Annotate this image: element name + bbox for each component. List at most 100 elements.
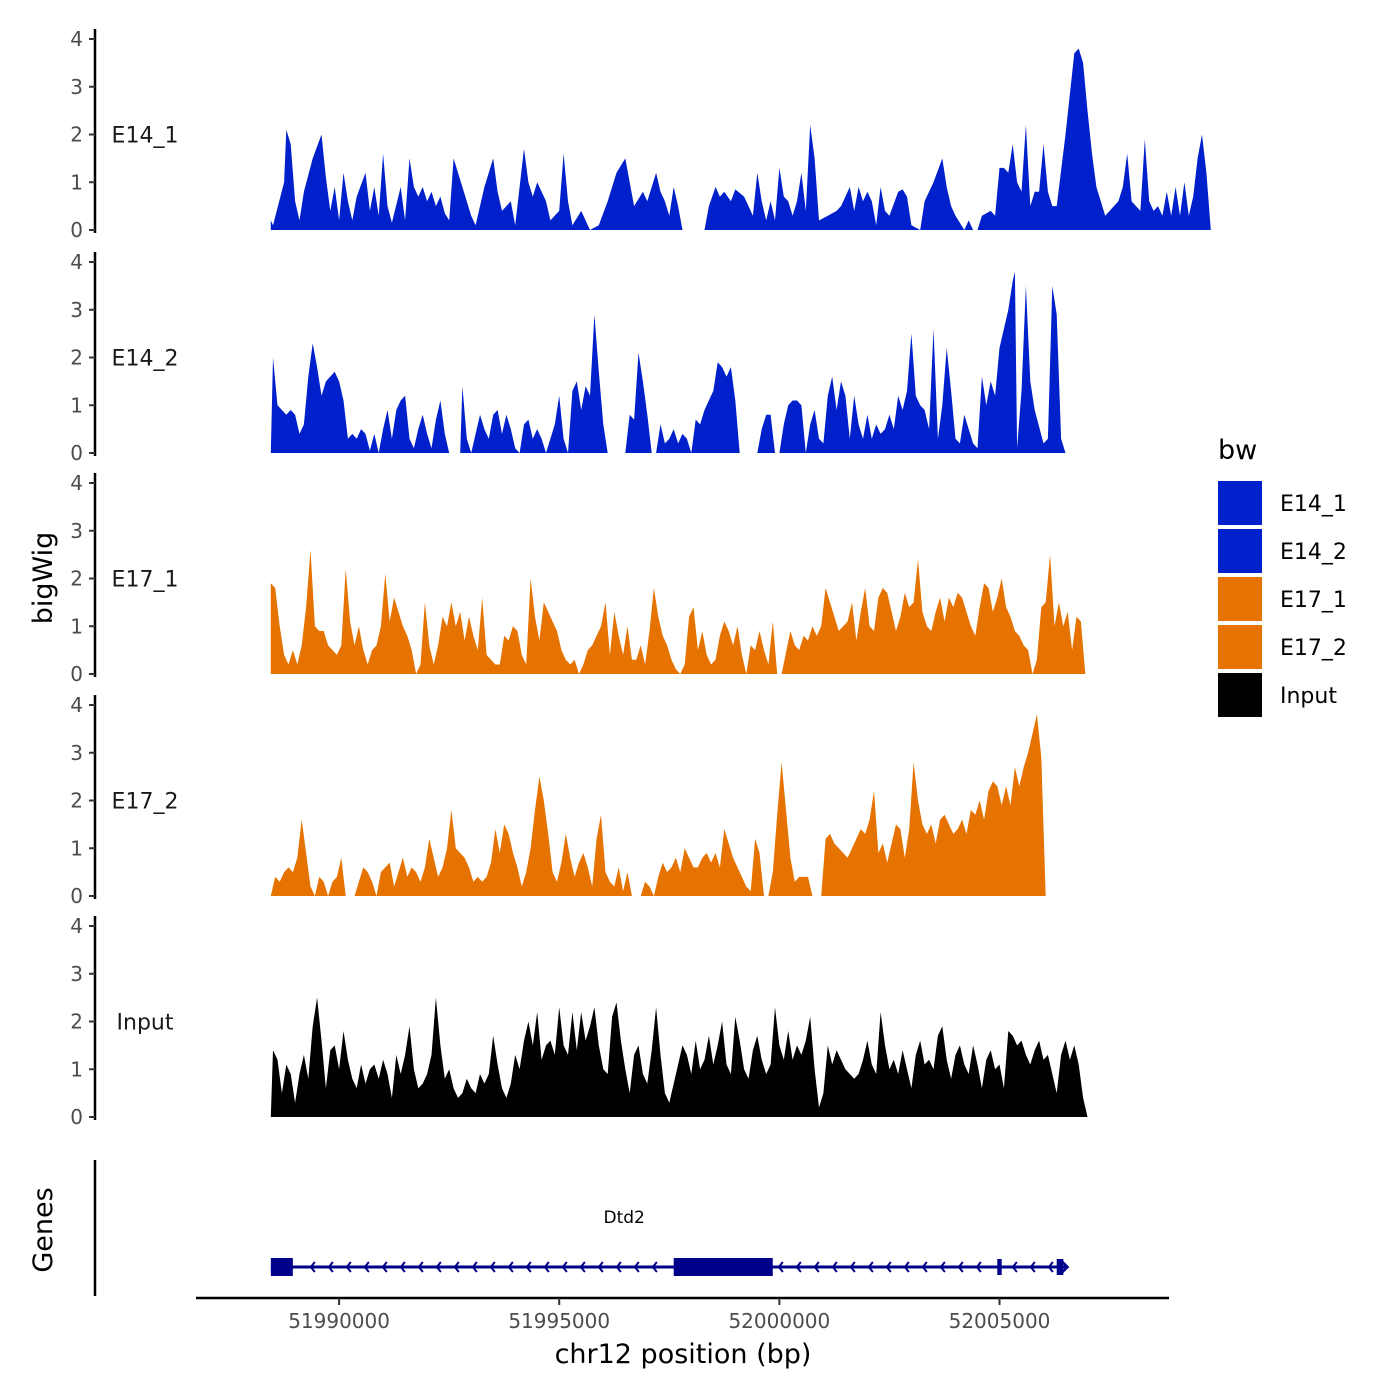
strand-arrow (597, 1261, 604, 1273)
y-tick-label: 1 (70, 614, 83, 638)
strand-arrow (921, 1261, 928, 1273)
legend-swatch-E14_1 (1218, 481, 1262, 525)
strand-arrow (777, 1261, 784, 1273)
y-tick-label: 0 (70, 884, 83, 908)
bigwig-tracks: 0 1 2 3 4 E14_1 0 1 2 3 4 E14_2 0 1 2 3 4 E17_1 0 1 2 3 4 E17_2… (70, 27, 1211, 1129)
track-label: E14_1 (112, 124, 179, 149)
y-tick-label: 2 (70, 1010, 83, 1034)
strand-arrow (453, 1261, 460, 1273)
x-axis: 51990000 51995000 52000000 52005000 (196, 1296, 1169, 1333)
track-E17_1: 0 1 2 3 4 E17_1 (70, 471, 1086, 686)
track-E14_1: 0 1 2 3 4 E14_1 (70, 27, 1211, 242)
strand-arrow (849, 1261, 856, 1273)
legend-swatch-Input (1218, 673, 1262, 717)
x-tick-label: 52000000 (728, 1309, 830, 1333)
y-tick-label: 0 (70, 662, 83, 686)
legend-label: E17_1 (1280, 588, 1347, 613)
strand-arrow (615, 1261, 622, 1273)
y-tick-label: 0 (70, 441, 83, 465)
strand-arrow (471, 1261, 478, 1273)
x-tick-label: 51990000 (288, 1309, 390, 1333)
strand-arrow (579, 1261, 586, 1273)
y-tick-label: 4 (70, 471, 83, 495)
y-tick-label: 2 (70, 123, 83, 147)
strand-arrow (1047, 1261, 1054, 1273)
track-label: E17_1 (112, 568, 179, 593)
legend-swatch-E17_1 (1218, 577, 1262, 621)
y-tick-label: 3 (70, 75, 83, 99)
y-tick-label: 3 (70, 741, 83, 765)
x-axis-title: chr12 position (bp) (555, 1339, 812, 1370)
y-tick-label: 0 (70, 1105, 83, 1129)
signal-area-E14_1 (270, 48, 1211, 230)
strand-arrow (633, 1261, 640, 1273)
legend-title: bw (1218, 435, 1257, 466)
y-axis-title: bigWig (28, 532, 59, 625)
legend-label: E14_1 (1280, 492, 1347, 517)
gene-end-cap (1060, 1260, 1070, 1274)
y-tick-label: 1 (70, 836, 83, 860)
y-tick-label: 1 (70, 393, 83, 417)
strand-arrow (399, 1261, 406, 1273)
y-tick-label: 4 (70, 693, 83, 717)
track-E14_2: 0 1 2 3 4 E14_2 (70, 250, 1066, 465)
legend-swatch-E14_2 (1218, 529, 1262, 573)
strand-arrow (1029, 1261, 1036, 1273)
strand-arrow (831, 1261, 838, 1273)
signal-area-E14_2 (270, 271, 1066, 453)
track-Input: 0 1 2 3 4 Input (70, 914, 1088, 1129)
strand-arrow (345, 1261, 352, 1273)
strand-arrow (939, 1261, 946, 1273)
y-tick-label: 4 (70, 914, 83, 938)
strand-arrow (975, 1261, 982, 1273)
y-tick-label: 3 (70, 962, 83, 986)
y-tick-label: 2 (70, 567, 83, 591)
strand-arrow (795, 1261, 802, 1273)
x-tick-label: 51995000 (508, 1309, 610, 1333)
y-tick-label: 4 (70, 250, 83, 274)
y-tick-label: 2 (70, 789, 83, 813)
gene-exon (1056, 1259, 1064, 1275)
genes-track: Dtd2 (93, 1160, 1070, 1296)
strand-arrow (417, 1261, 424, 1273)
strand-arrow (651, 1261, 658, 1273)
y-tick-label: 4 (70, 27, 83, 51)
signal-area-Input (270, 997, 1088, 1117)
signal-area-E17_2 (270, 714, 1046, 896)
gene-model-Dtd2: Dtd2 (270, 1208, 1070, 1276)
y-tick-label: 3 (70, 519, 83, 543)
legend-swatch-E17_2 (1218, 625, 1262, 669)
strand-arrow (435, 1261, 442, 1273)
genes-axis-title: Genes (28, 1187, 59, 1272)
strand-arrow (363, 1261, 370, 1273)
legend-label: Input (1280, 684, 1337, 709)
strand-arrow (813, 1261, 820, 1273)
strand-arrow (381, 1261, 388, 1273)
y-tick-label: 1 (70, 170, 83, 194)
gene-exon (270, 1258, 293, 1276)
y-tick-label: 0 (70, 218, 83, 242)
track-label: Input (117, 1011, 174, 1036)
strand-arrow (1011, 1261, 1018, 1273)
x-tick-label: 52005000 (949, 1309, 1051, 1333)
strand-arrow (327, 1261, 334, 1273)
strand-arrow (507, 1261, 514, 1273)
strand-arrow (867, 1261, 874, 1273)
gene-name-label: Dtd2 (604, 1208, 645, 1228)
legend-label: E14_2 (1280, 540, 1347, 565)
gene-exon (673, 1258, 773, 1276)
track-label: E14_2 (112, 347, 179, 372)
strand-arrow (957, 1261, 964, 1273)
legend-label: E17_2 (1280, 636, 1347, 661)
strand-arrow (561, 1261, 568, 1273)
strand-arrow (885, 1261, 892, 1273)
y-tick-label: 2 (70, 346, 83, 370)
strand-arrow (309, 1261, 316, 1273)
track-E17_2: 0 1 2 3 4 E17_2 (70, 693, 1046, 908)
legend: bw E14_1 E14_2 E17_1 E17_2 Input (1218, 435, 1347, 717)
y-tick-label: 3 (70, 298, 83, 322)
strand-arrow (543, 1261, 550, 1273)
y-tick-label: 1 (70, 1057, 83, 1081)
strand-arrow (489, 1261, 496, 1273)
